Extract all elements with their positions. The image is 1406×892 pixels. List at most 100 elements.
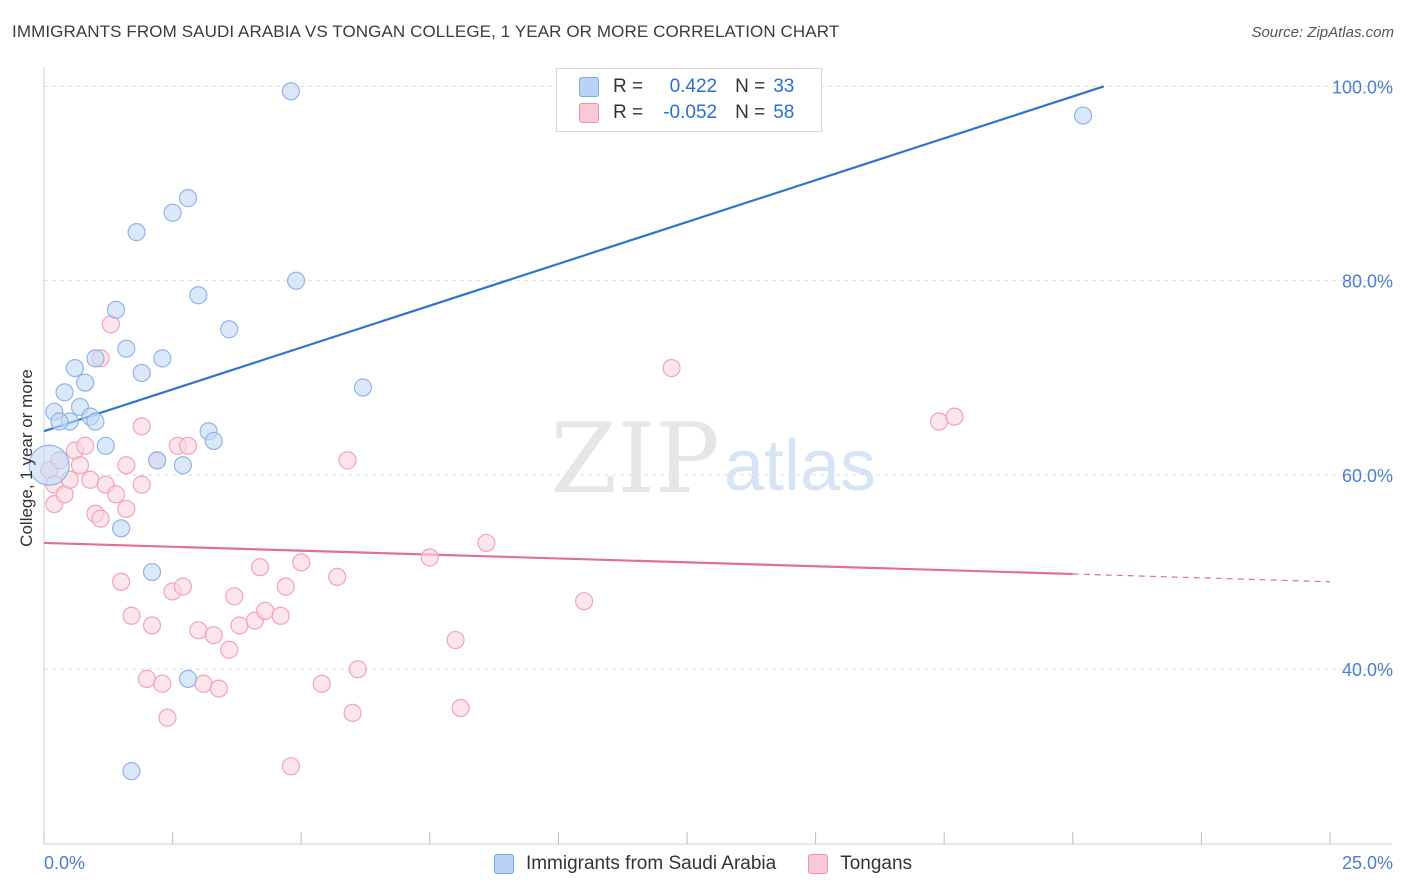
n-value: 58 <box>773 102 795 123</box>
trendline-tongans <box>43 541 1073 576</box>
x-tick-label-min: 0.0% <box>44 853 85 873</box>
point-saudi <box>1073 106 1093 125</box>
point-tongans <box>230 616 249 635</box>
point-tongans <box>81 470 100 489</box>
point-tongans <box>292 553 311 572</box>
x-tick-label-max: 25.0% <box>1342 853 1393 873</box>
point-saudi <box>76 373 95 392</box>
point-tongans <box>153 674 172 693</box>
y-axis-label: College, 1 year or more <box>17 369 36 547</box>
point-saudi <box>112 519 131 538</box>
point-tongans <box>662 358 681 378</box>
point-saudi <box>189 286 208 305</box>
legend-label-saudi: Immigrants from Saudi Arabia <box>525 853 777 874</box>
point-tongans <box>204 626 223 645</box>
point-saudi <box>178 189 198 208</box>
point-saudi <box>142 562 162 582</box>
watermark-zip: ZIP <box>550 403 719 515</box>
point-tongans <box>122 606 141 625</box>
point-tongans <box>137 669 156 688</box>
series-legend: Immigrants from Saudi Arabia Tongans <box>0 851 1406 877</box>
point-tongans <box>132 475 151 494</box>
trend-lines <box>43 85 1331 583</box>
y-tick-label: 80.0% <box>1342 272 1393 292</box>
point-tongans <box>250 558 270 577</box>
point-tongans <box>477 533 496 553</box>
grid-lines <box>44 85 1392 670</box>
point-tongans <box>112 572 131 591</box>
point-saudi <box>353 378 373 397</box>
point-saudi <box>286 271 306 290</box>
point-tongans <box>70 456 90 475</box>
point-tongans <box>76 436 95 455</box>
point-saudi <box>220 320 239 339</box>
y-tick-label: 60.0% <box>1342 466 1393 486</box>
stats-row-saudi: R = 0.422 N = 33 <box>579 74 794 100</box>
point-tongans <box>929 412 949 431</box>
y-tick-label: 40.0% <box>1342 660 1393 680</box>
point-saudi <box>117 339 136 358</box>
trendline-tongans-extension <box>1072 573 1331 583</box>
point-saudi <box>178 669 198 688</box>
legend-label-tongans: Tongans <box>840 853 913 874</box>
point-tongans <box>312 674 331 693</box>
r-label: R = <box>613 76 644 97</box>
point-tongans <box>276 577 295 596</box>
stats-legend: R = 0.422 N = 33 R = -0.052 N = 58 <box>556 68 822 132</box>
point-saudi <box>86 349 105 368</box>
point-saudi <box>86 412 105 431</box>
point-tongans <box>451 698 470 718</box>
point-tongans <box>158 708 177 727</box>
point-tongans <box>91 509 110 528</box>
point-tongans <box>220 640 239 659</box>
source-credit: Source: ZipAtlas.com <box>1251 24 1394 41</box>
chart-title: IMMIGRANTS FROM SAUDI ARABIA VS TONGAN C… <box>12 22 840 41</box>
point-tongans <box>446 630 465 650</box>
legend-item-saudi[interactable]: Immigrants from Saudi Arabia <box>493 853 777 875</box>
point-tongans <box>132 417 151 436</box>
swatch-tongans <box>579 103 599 123</box>
point-tongans <box>142 616 162 635</box>
point-tongans <box>256 601 275 621</box>
point-saudi <box>55 383 74 402</box>
point-tongans <box>338 451 357 470</box>
r-value: 0.422 <box>669 76 718 97</box>
point-tongans <box>343 703 362 722</box>
point-tongans <box>328 567 347 587</box>
n-value: 33 <box>773 76 795 97</box>
point-tongans <box>194 674 213 693</box>
point-tongans <box>420 548 439 567</box>
point-tongans <box>106 485 126 504</box>
point-tongans <box>117 456 136 475</box>
point-tongans <box>189 621 208 640</box>
point-tongans <box>225 587 244 606</box>
point-tongans <box>173 577 192 596</box>
point-saudi <box>28 444 70 486</box>
legend-item-tongans[interactable]: Tongans <box>808 853 912 875</box>
stats-row-tongans: R = -0.052 N = 58 <box>579 100 794 126</box>
point-saudi <box>204 431 223 451</box>
point-saudi <box>50 412 69 431</box>
r-label: R = <box>613 102 644 123</box>
point-tongans <box>945 407 964 426</box>
trendline-saudi <box>43 85 1105 433</box>
point-saudi <box>163 203 182 222</box>
point-tongans <box>348 660 367 679</box>
point-saudi <box>65 358 84 378</box>
tick-labels: 40.0% 60.0% 80.0% 100.0% 0.0% 25.0% <box>44 77 1393 873</box>
swatch-saudi <box>579 77 599 97</box>
point-saudi <box>122 762 141 781</box>
swatch-tongans <box>808 854 829 874</box>
y-tick-label: 100.0% <box>1332 77 1393 97</box>
point-saudi <box>148 451 167 470</box>
data-points <box>28 82 1093 781</box>
point-tongans <box>281 757 301 776</box>
point-tongans <box>271 606 290 625</box>
point-tongans <box>575 592 594 611</box>
n-label: N = <box>735 102 766 123</box>
point-saudi <box>173 456 192 475</box>
point-saudi <box>153 349 172 368</box>
point-saudi <box>281 82 301 101</box>
point-saudi <box>106 300 126 319</box>
